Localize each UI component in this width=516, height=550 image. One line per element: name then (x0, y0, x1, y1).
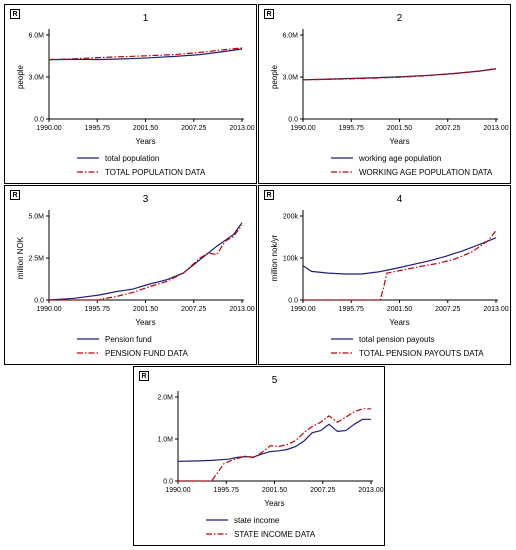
x-tick-label: 1995.75 (85, 125, 110, 132)
chart-panel-4: R 4 0.0 100k 200k 1990.00 1995.75 2001.50 2007.… (258, 185, 511, 365)
chart-panel-3: R 3 0.0 2.5M 5.0M 1990.00 1995.75 2001.50 2007.… (4, 185, 257, 365)
x-tick-label: 2013.00 (229, 125, 254, 132)
y-tick-label: 2.0M (157, 395, 173, 402)
x-tick-label: 2001.50 (133, 125, 158, 132)
legend-label-2: STATE INCOME DATA (234, 530, 316, 539)
x-tick-label: 2007.25 (435, 125, 460, 132)
y-tick-label: 6.0M (28, 33, 44, 40)
x-tick-label: 2007.25 (181, 125, 206, 132)
series-line-2 (303, 69, 496, 80)
x-tick-label: 1990.00 (36, 125, 61, 132)
y-tick-label: 5.0M (28, 214, 44, 221)
x-tick-label: 1990.00 (290, 306, 315, 313)
x-tick-label: 2001.50 (387, 306, 412, 313)
chart-title: 2 (397, 13, 403, 24)
chart-panel-1: R 1 0.0 3.0M 6.0M 1990.00 1995.75 2001.50 2007.… (4, 4, 257, 184)
legend-label-1: state income (234, 516, 280, 525)
series-line-1 (49, 223, 242, 300)
series-line-2 (303, 231, 496, 300)
chart-title: 3 (143, 194, 149, 205)
y-tick-label: 3.0M (28, 75, 44, 82)
legend-label-1: Pension fund (105, 335, 152, 344)
y-axis-label: million NOK (16, 236, 25, 279)
legend-label-2: PENSION FUND DATA (105, 349, 188, 358)
y-tick-label: 0.0 (34, 298, 44, 305)
x-axis-label: Years (264, 499, 284, 508)
legend-label-2: WORKING AGE POPULATION DATA (359, 168, 493, 177)
y-tick-label: 6.0M (282, 33, 298, 40)
y-tick-label: 0.0 (163, 479, 173, 486)
x-tick-label: 2007.25 (435, 306, 460, 313)
x-axis-label: Years (389, 318, 409, 327)
y-axis-label: million nok/yr (270, 234, 279, 281)
x-tick-label: 2013.00 (483, 125, 508, 132)
y-tick-label: 3.0M (282, 75, 298, 82)
x-tick-label: 2013.00 (483, 306, 508, 313)
y-axis-label: people (16, 64, 25, 89)
legend-label-1: working age population (358, 154, 441, 163)
x-tick-label: 1995.75 (85, 306, 110, 313)
y-tick-label: 200k (283, 214, 299, 221)
x-tick-label: 2013.00 (229, 306, 254, 313)
chart-svg-1: 1 0.0 3.0M 6.0M 1990.00 1995.75 2001.50 2007.25… (5, 5, 258, 185)
chart-svg-3: 3 0.0 2.5M 5.0M 1990.00 1995.75 2001.50 2007.25… (5, 186, 258, 366)
series-line-1 (178, 419, 371, 461)
series-line-1 (303, 69, 496, 80)
chart-title: 5 (272, 375, 278, 386)
legend-label-1: total pension payouts (359, 335, 435, 344)
y-tick-label: 100k (283, 256, 299, 263)
x-tick-label: 1990.00 (36, 306, 61, 313)
x-tick-label: 1995.75 (214, 487, 239, 494)
y-tick-label: 1.0M (157, 437, 173, 444)
legend-label-1: total population (105, 154, 159, 163)
x-axis-label: Years (389, 137, 409, 146)
chart-svg-2: 2 0.0 3.0M 6.0M 1990.00 1995.75 2001.50 2007.25… (259, 5, 512, 185)
x-tick-label: 2001.50 (133, 306, 158, 313)
chart-svg-5: 5 0.0 1.0M 2.0M 1990.00 1995.75 2001.50 2007.25… (134, 367, 386, 547)
x-tick-label: 1995.75 (339, 125, 364, 132)
x-tick-label: 2007.25 (181, 306, 206, 313)
legend-label-2: TOTAL POPULATION DATA (105, 168, 206, 177)
x-tick-label: 2007.25 (310, 487, 335, 494)
chart-title: 1 (143, 13, 149, 24)
y-tick-label: 0.0 (34, 117, 44, 124)
series-line-1 (303, 238, 496, 274)
legend-label-2: TOTAL PENSION PAYOUTS DATA (359, 349, 484, 358)
x-axis-label: Years (135, 137, 155, 146)
y-tick-label: 0.0 (288, 298, 298, 305)
x-tick-label: 1995.75 (339, 306, 364, 313)
x-tick-label: 2001.50 (387, 125, 412, 132)
series-line-2 (178, 409, 371, 481)
chart-panel-2: R 2 0.0 3.0M 6.0M 1990.00 1995.75 2001.50 2007.… (258, 4, 511, 184)
chart-title: 4 (397, 194, 403, 205)
x-tick-label: 1990.00 (165, 487, 190, 494)
chart-svg-4: 4 0.0 100k 200k 1990.00 1995.75 2001.50 2007.25… (259, 186, 512, 366)
x-tick-label: 2013.00 (358, 487, 383, 494)
y-tick-label: 0.0 (288, 117, 298, 124)
series-line-2 (49, 225, 242, 300)
y-axis-label: people (270, 64, 279, 89)
x-tick-label: 1990.00 (290, 125, 315, 132)
chart-panel-5: R 5 0.0 1.0M 2.0M 1990.00 1995.75 2001.50 2007.… (133, 366, 385, 546)
y-tick-label: 2.5M (28, 256, 44, 263)
x-axis-label: Years (135, 318, 155, 327)
x-tick-label: 2001.50 (262, 487, 287, 494)
